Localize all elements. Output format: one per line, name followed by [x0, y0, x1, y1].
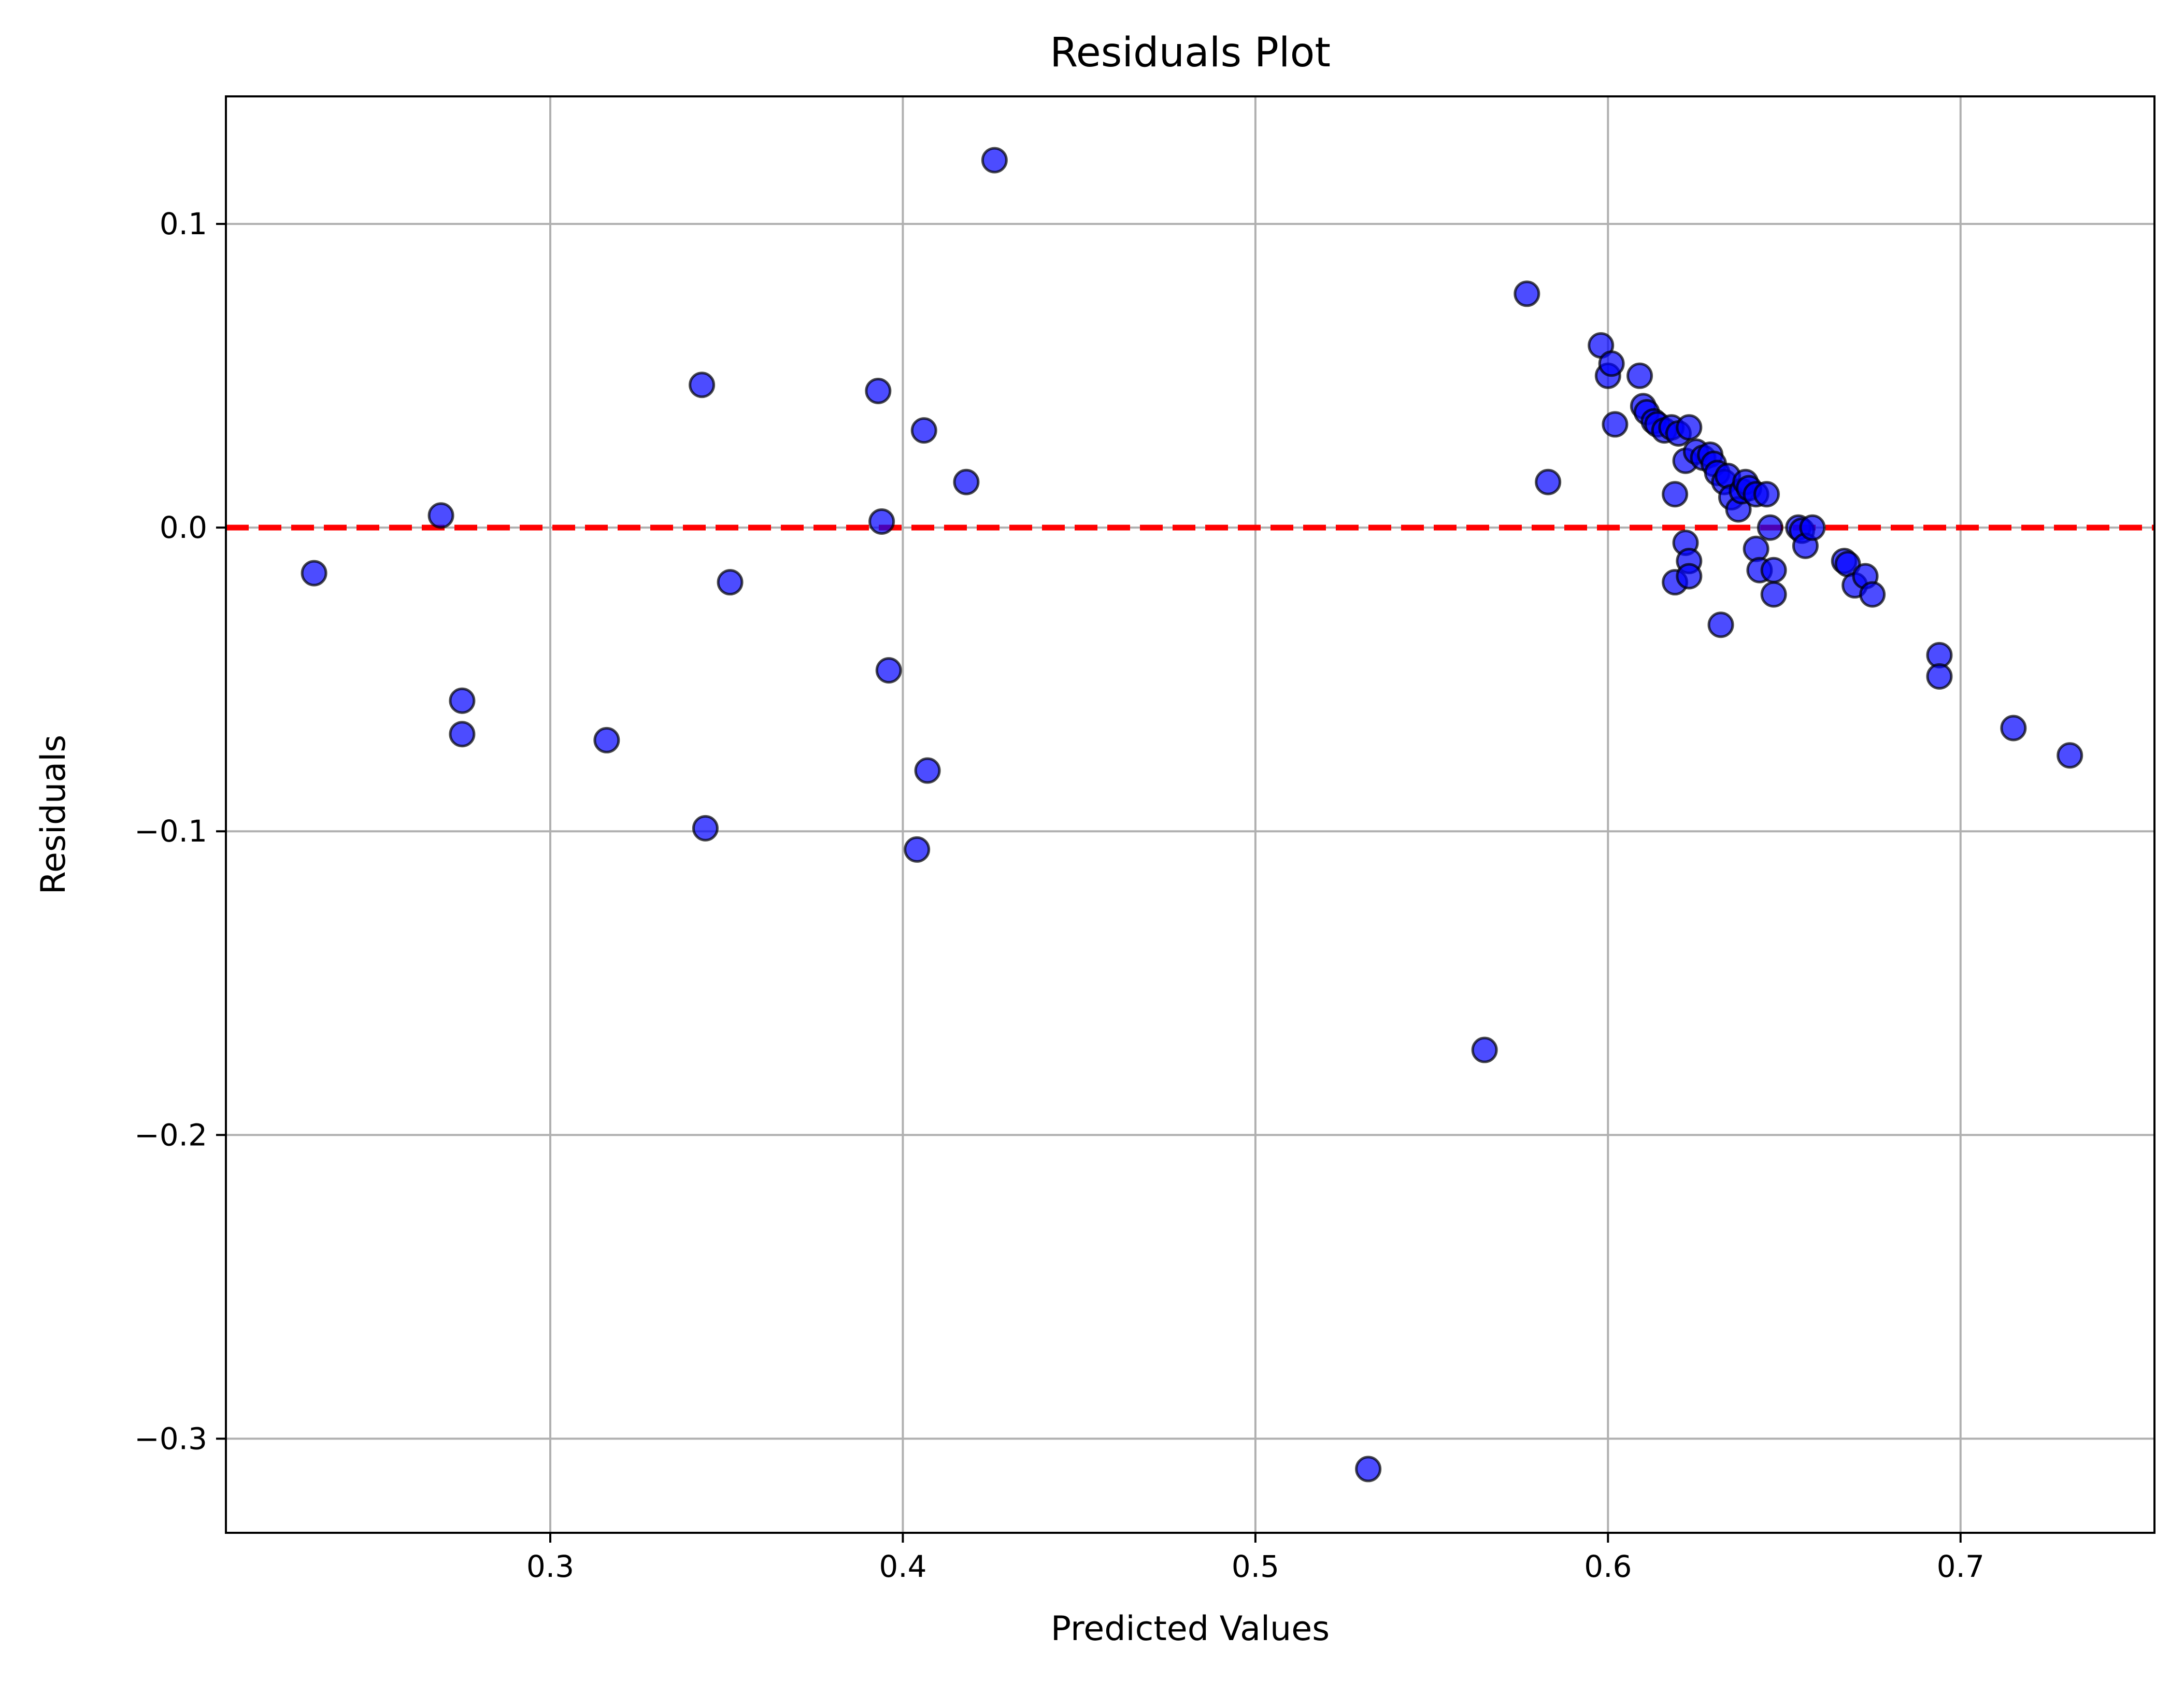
data-point — [865, 377, 892, 404]
data-point — [1598, 350, 1625, 377]
data-point — [1535, 468, 1562, 495]
data-point — [1626, 362, 1653, 389]
data-point — [875, 657, 902, 684]
plot-frame — [225, 95, 2156, 1534]
data-point — [449, 721, 476, 748]
data-point — [1707, 611, 1734, 638]
data-point — [1753, 481, 1780, 508]
data-point — [449, 687, 476, 714]
data-point — [1757, 514, 1783, 541]
y-tick-label: −0.2 — [134, 1117, 207, 1152]
data-point — [1676, 563, 1703, 590]
data-point — [1799, 514, 1826, 541]
data-point — [910, 417, 937, 444]
data-point — [593, 727, 620, 753]
data-point — [2000, 715, 2027, 742]
data-point — [427, 502, 454, 529]
x-tick-label: 0.5 — [1232, 1549, 1279, 1584]
data-point — [981, 147, 1008, 174]
data-point — [1514, 280, 1540, 307]
data-point — [301, 560, 327, 587]
grid — [226, 96, 2154, 1533]
data-point — [1355, 1456, 1382, 1483]
data-point — [1760, 557, 1787, 583]
x-tick-label: 0.3 — [526, 1549, 574, 1584]
data-point — [1926, 663, 1953, 690]
data-point — [868, 508, 895, 535]
axis-ticks: 0.3 0.4 0.5 0.6 0.7 0.1 0.0 −0.1 −0.2 −0.3 — [134, 206, 1985, 1584]
data-point — [1471, 1036, 1498, 1063]
y-tick-label: −0.1 — [134, 814, 207, 849]
y-axis-title: Residuals — [34, 735, 73, 894]
data-point — [1859, 581, 1886, 608]
scatter-points — [301, 147, 2083, 1483]
x-tick-label: 0.7 — [1937, 1549, 1985, 1584]
data-point — [692, 815, 719, 842]
data-point — [689, 372, 716, 398]
data-point — [1662, 481, 1689, 508]
y-tick-label: 0.0 — [160, 510, 207, 545]
data-point — [904, 836, 931, 863]
chart-title: Residuals Plot — [1050, 30, 1331, 76]
x-axis-title: Predicted Values — [1051, 1609, 1330, 1648]
x-tick-label: 0.6 — [1584, 1549, 1632, 1584]
data-point — [1760, 581, 1787, 608]
x-tick-label: 0.4 — [879, 1549, 926, 1584]
data-point — [1743, 535, 1769, 562]
data-point — [717, 569, 744, 596]
data-point — [1602, 411, 1629, 438]
data-point — [914, 757, 941, 784]
data-point — [953, 468, 980, 495]
y-tick-label: 0.1 — [160, 206, 207, 241]
data-point — [1676, 414, 1703, 441]
y-tick-label: −0.3 — [134, 1421, 207, 1456]
data-point — [2057, 742, 2083, 769]
